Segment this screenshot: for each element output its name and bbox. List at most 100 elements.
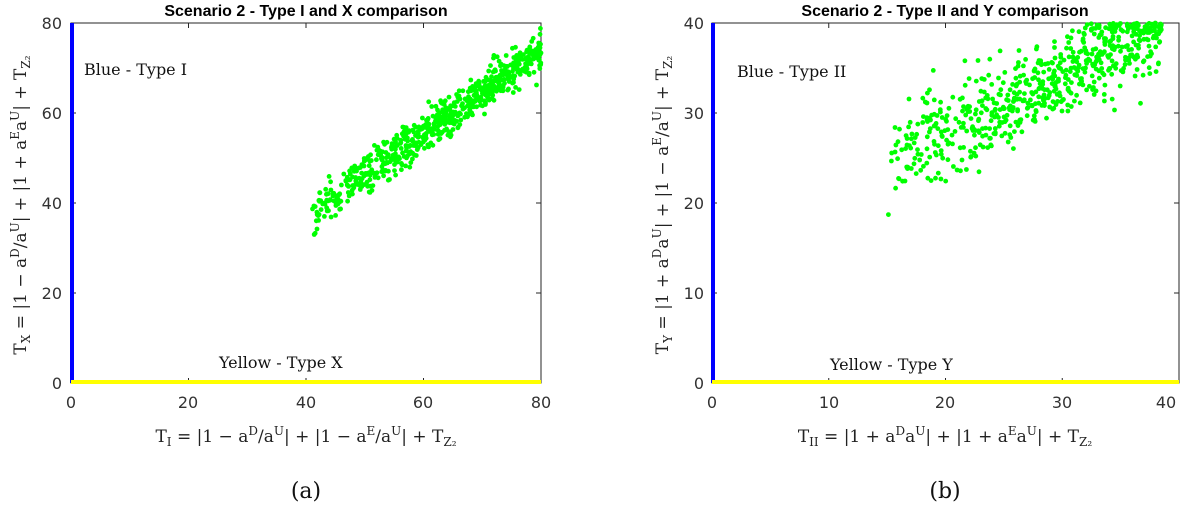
scatter-point [913, 171, 919, 177]
scatter-point [1140, 59, 1146, 65]
scatter-point [911, 161, 917, 167]
scatter-point [415, 134, 421, 140]
scatter-point [1137, 38, 1143, 44]
scatter-point [366, 154, 371, 159]
scatter-point [516, 69, 522, 75]
scatter-point [983, 125, 988, 131]
scatter-point [989, 143, 994, 149]
scatter-point [1101, 92, 1107, 97]
scatter-point [433, 103, 439, 109]
scatter-point [458, 111, 463, 117]
scatter-point [915, 121, 921, 127]
scatter-point [956, 119, 962, 125]
scatter-point [335, 196, 341, 202]
scatter-point [466, 94, 471, 100]
scatter-point [1025, 100, 1031, 106]
scatter-point [1120, 69, 1126, 75]
scatter-point [976, 130, 982, 135]
scatter-point [1087, 58, 1093, 63]
scatter-point [320, 201, 326, 207]
scatter-point [1127, 61, 1132, 66]
scatter-point [1011, 90, 1017, 96]
scatter-point [895, 139, 901, 145]
scatter-point [491, 53, 497, 58]
scatter-point [904, 164, 910, 170]
scatter-point [950, 94, 956, 100]
scatter-point [1083, 65, 1088, 71]
panel-b: Scenario 2 - Type II and Y comparison 40… [650, 3, 1180, 504]
scatter-point [522, 65, 528, 71]
scatter-point [1130, 25, 1136, 31]
scatter-point [314, 226, 320, 232]
scatter-point [1140, 72, 1146, 78]
scatter-point [1091, 92, 1097, 97]
scatter-point [1126, 55, 1132, 61]
scatter-point [1098, 60, 1104, 66]
scatter-point [1042, 96, 1048, 102]
scatter-point [425, 116, 431, 121]
scatter-point [1066, 54, 1072, 60]
scatter-point [476, 78, 482, 84]
scatter-point [538, 62, 544, 67]
scatter-point [382, 141, 387, 147]
scatter-point [924, 134, 930, 140]
scatter-point [908, 136, 914, 142]
scatter-point [1000, 104, 1006, 110]
scatter-point [491, 97, 497, 103]
scatter-point [976, 118, 981, 124]
scatter-point [1068, 35, 1074, 41]
x-tick-label: 0 [66, 393, 76, 412]
scatter-point [1017, 73, 1023, 79]
scatter-point [1045, 61, 1051, 66]
scatter-point [911, 140, 917, 146]
scatter-point [415, 145, 421, 150]
scatter-point [522, 56, 528, 62]
scatter-point [435, 107, 440, 113]
scatter-point [1013, 119, 1019, 125]
scatter-point [449, 103, 455, 109]
scatter-point [1089, 51, 1095, 57]
scatter-point [462, 114, 468, 120]
scatter-point [1091, 31, 1097, 37]
scatter-point [470, 112, 475, 118]
scatter-point [1157, 39, 1162, 45]
scatter-point [917, 157, 923, 163]
scatter-point [388, 156, 394, 161]
scatter-point [1007, 87, 1013, 93]
scatter-point [1002, 130, 1008, 136]
scatter-point [952, 129, 958, 134]
scatter-point [924, 160, 930, 166]
caption: (b) [929, 479, 960, 504]
scatter-point [1096, 75, 1102, 81]
scatter-point [986, 72, 992, 78]
scatter-point [375, 152, 381, 158]
scatter-point [364, 179, 370, 185]
scatter-point [1136, 45, 1141, 51]
scatter-point [398, 146, 404, 151]
scatter-point [1146, 30, 1152, 35]
scatter-point [972, 132, 977, 138]
x-tick-label: 40 [296, 393, 316, 412]
scatter-point [908, 166, 914, 171]
scatter-point [448, 132, 454, 138]
scatter-point [957, 96, 963, 102]
scatter-point [403, 163, 408, 169]
scatter-point [1082, 69, 1088, 75]
scatter-point [452, 109, 458, 115]
scatter-point [379, 154, 385, 160]
scatter-point [989, 82, 995, 87]
scatter-point [1132, 73, 1138, 79]
scatter-point [468, 77, 474, 83]
scatter-point [498, 88, 504, 94]
scatter-point [482, 98, 487, 104]
scatter-point [430, 131, 436, 137]
x-axis-label: TI = |1 − aD/aU| + |1 − aE/aU| + TZ₂ [155, 424, 456, 449]
scatter-point [418, 125, 424, 131]
scatter-point [1094, 57, 1100, 63]
scatter-point [394, 132, 400, 138]
scatter-point [465, 89, 471, 95]
scatter-point [991, 131, 997, 137]
scatter-point [1130, 54, 1136, 59]
scatter-point [480, 91, 485, 96]
scatter-point [1116, 34, 1122, 40]
